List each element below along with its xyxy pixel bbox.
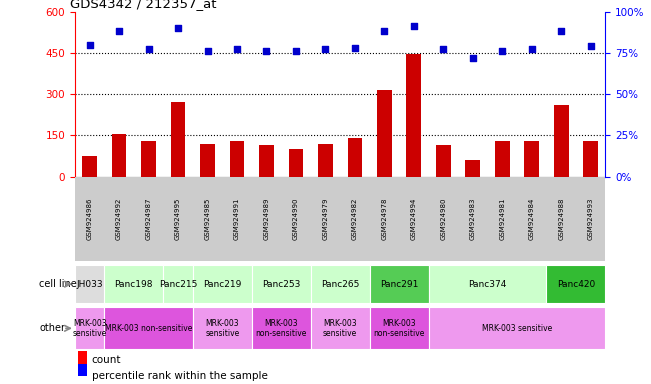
Text: Panc198: Panc198 <box>115 280 153 289</box>
Point <box>261 48 271 54</box>
Bar <box>428 307 605 349</box>
Bar <box>311 265 370 303</box>
Text: GSM924980: GSM924980 <box>440 198 447 240</box>
Point <box>379 28 389 35</box>
Bar <box>200 144 215 177</box>
Bar <box>436 145 450 177</box>
Text: GSM924983: GSM924983 <box>470 198 476 240</box>
Text: MRK-003
sensitive: MRK-003 sensitive <box>323 319 357 338</box>
Point <box>232 46 242 53</box>
Text: Panc219: Panc219 <box>203 280 242 289</box>
Bar <box>163 265 193 303</box>
Text: GSM924981: GSM924981 <box>499 198 505 240</box>
Bar <box>77 351 87 364</box>
Text: GSM924994: GSM924994 <box>411 198 417 240</box>
Point <box>202 48 213 54</box>
Bar <box>230 141 244 177</box>
Bar <box>193 307 252 349</box>
Text: GSM924992: GSM924992 <box>116 198 122 240</box>
Point <box>409 23 419 30</box>
Text: GSM924989: GSM924989 <box>264 198 270 240</box>
Point <box>585 43 596 49</box>
Bar <box>259 145 274 177</box>
Point <box>173 25 183 31</box>
Bar <box>112 134 126 177</box>
Point <box>497 48 508 54</box>
Text: MRK-003
sensitive: MRK-003 sensitive <box>72 319 107 338</box>
Point <box>556 28 566 35</box>
Text: MRK-003 sensitive: MRK-003 sensitive <box>482 324 552 333</box>
Text: Panc374: Panc374 <box>468 280 506 289</box>
Bar <box>288 149 303 177</box>
Text: GSM924993: GSM924993 <box>588 198 594 240</box>
Text: MRK-003
sensitive: MRK-003 sensitive <box>205 319 240 338</box>
Text: Panc265: Panc265 <box>321 280 359 289</box>
Text: other: other <box>40 323 66 333</box>
Text: MRK-003
non-sensitive: MRK-003 non-sensitive <box>374 319 425 338</box>
Text: Panc253: Panc253 <box>262 280 300 289</box>
Text: MRK-003 non-sensitive: MRK-003 non-sensitive <box>105 324 192 333</box>
Point <box>320 46 331 53</box>
Text: Panc291: Panc291 <box>380 280 419 289</box>
Point <box>85 41 95 48</box>
Point <box>467 55 478 61</box>
Bar <box>370 265 428 303</box>
Text: GSM924986: GSM924986 <box>87 198 92 240</box>
Text: GSM924995: GSM924995 <box>175 198 181 240</box>
Text: GDS4342 / 212357_at: GDS4342 / 212357_at <box>70 0 216 10</box>
Bar <box>75 265 104 303</box>
Bar <box>171 103 186 177</box>
Bar <box>104 307 193 349</box>
Bar <box>252 307 311 349</box>
Bar <box>318 144 333 177</box>
Point <box>291 48 301 54</box>
Bar <box>311 307 370 349</box>
Text: cell line: cell line <box>40 279 77 289</box>
Text: GSM924978: GSM924978 <box>381 198 387 240</box>
Text: Panc215: Panc215 <box>159 280 197 289</box>
Bar <box>465 160 480 177</box>
Text: GSM924991: GSM924991 <box>234 198 240 240</box>
Bar <box>583 141 598 177</box>
Bar <box>193 265 252 303</box>
Text: GSM924990: GSM924990 <box>293 198 299 240</box>
Bar <box>348 138 362 177</box>
Bar <box>377 90 392 177</box>
Text: percentile rank within the sample: percentile rank within the sample <box>92 371 268 381</box>
Text: MRK-003
non-sensitive: MRK-003 non-sensitive <box>255 319 307 338</box>
Text: count: count <box>92 354 121 364</box>
Bar <box>406 54 421 177</box>
Bar <box>104 265 163 303</box>
Point <box>350 45 360 51</box>
Bar <box>495 141 510 177</box>
Text: GSM924985: GSM924985 <box>204 198 210 240</box>
Text: Panc420: Panc420 <box>557 280 595 289</box>
Text: JH033: JH033 <box>76 280 103 289</box>
Text: GSM924988: GSM924988 <box>558 198 564 240</box>
Bar <box>554 105 568 177</box>
Bar <box>428 265 546 303</box>
Bar <box>75 307 104 349</box>
Bar <box>524 141 539 177</box>
Text: GSM924984: GSM924984 <box>529 198 534 240</box>
Text: GSM924987: GSM924987 <box>146 198 152 240</box>
Text: GSM924979: GSM924979 <box>322 198 328 240</box>
Point <box>438 46 449 53</box>
Bar <box>546 265 605 303</box>
Text: GSM924982: GSM924982 <box>352 198 358 240</box>
Point <box>114 28 124 35</box>
Bar <box>370 307 428 349</box>
Bar <box>77 363 87 376</box>
Point <box>143 46 154 53</box>
Bar <box>82 156 97 177</box>
Point <box>527 46 537 53</box>
Bar <box>252 265 311 303</box>
Bar <box>141 141 156 177</box>
